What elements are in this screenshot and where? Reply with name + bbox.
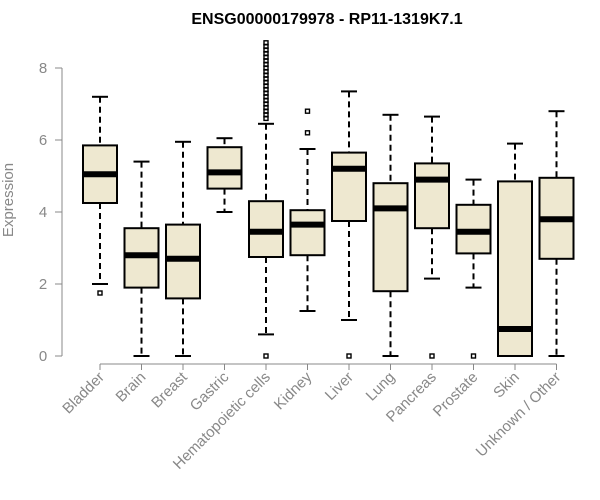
box-liver [331,90,367,359]
outlier-point [97,290,103,296]
plot-area [82,40,575,359]
x-tick-label: Bladder [59,369,108,418]
iqr-box [206,146,243,190]
box-bladder [82,95,118,296]
iqr-box [414,162,450,230]
y-axis-label: Expression [0,163,17,237]
x-tick-label: Breast [148,368,191,411]
iqr-box [372,182,409,293]
x-tick-label: Kidney [271,368,316,413]
y-axis: 0 2 4 6 8 [39,60,63,365]
box-pancreas [414,115,450,359]
box-lung [372,113,409,357]
outlier-point [263,40,269,46]
box-kidney [289,108,326,312]
y-tick-label: 0 [39,348,47,365]
outlier-point [346,353,352,359]
x-tick-label: Lung [363,369,399,405]
box-hematopoietic-cells [248,40,284,359]
outlier-point [263,353,269,359]
chart-title: ENSG00000179978 - RP11-1319K7.1 [191,11,462,28]
y-tick-label: 6 [39,132,47,149]
box-unknown-other [538,110,575,357]
outlier-point [304,130,311,136]
y-tick-label: 2 [39,276,47,293]
box-brain [123,160,160,357]
box-prostate [455,178,492,359]
box-gastric [206,137,243,213]
x-tick-label: Prostate [430,369,482,421]
outlier-point [470,353,477,359]
iqr-box [289,209,326,257]
box-skin [497,142,533,357]
y-tick-label: 8 [39,60,47,77]
outlier-point [304,108,311,114]
iqr-box [331,151,367,223]
outlier-point [429,353,435,359]
y-tick-label: 4 [39,204,47,221]
x-tick-label: Skin [490,369,523,402]
x-tick-label: Liver [322,369,357,404]
box-breast [165,140,201,357]
x-tick-label: Brain [113,369,150,406]
